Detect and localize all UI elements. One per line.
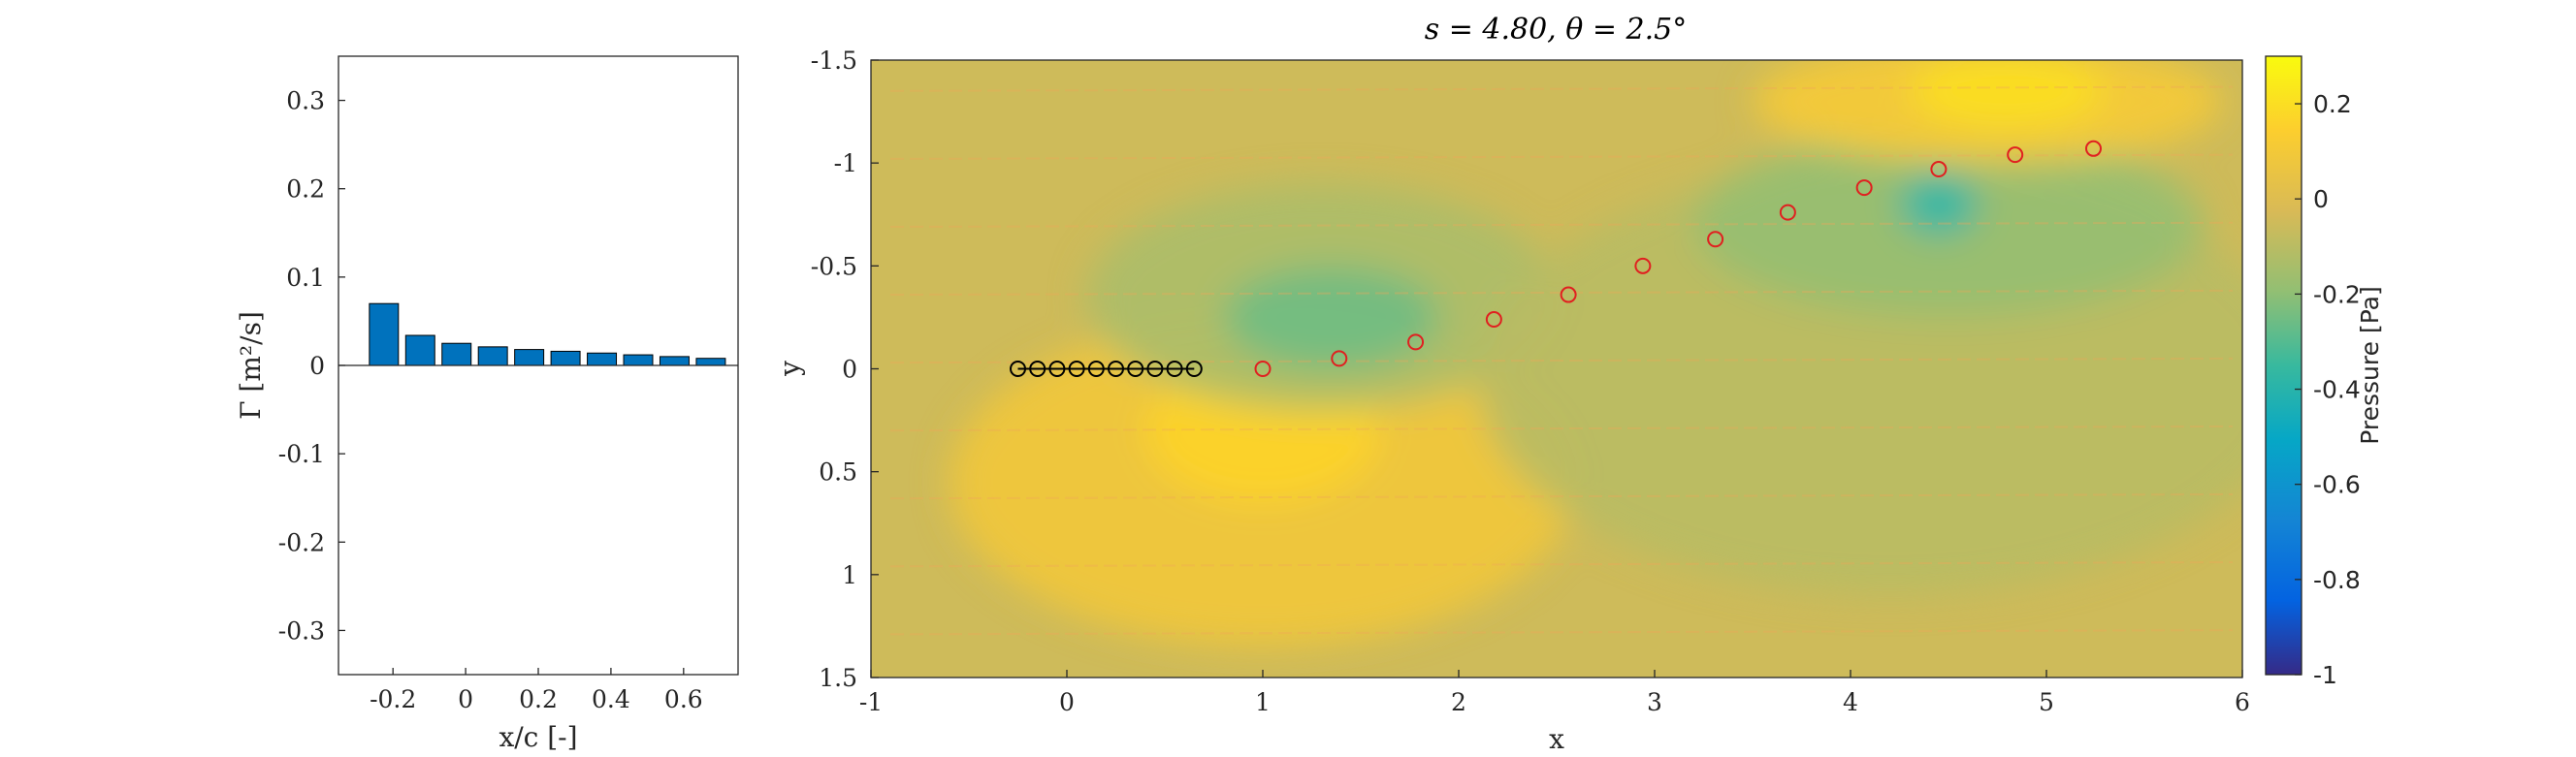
- heatmap-y-tick-label: 1: [842, 561, 857, 589]
- heatmap-x-tick-label: 6: [2235, 688, 2250, 716]
- colorbar-tick-label: 0: [2313, 185, 2329, 213]
- bar-series: [369, 302, 726, 366]
- bar-y-tick-label: -0.1: [278, 440, 325, 468]
- pressure-map: s = 4.80, θ = 2.5° -1 0 1 2 3 4 5 6 -1.5 -1 -0.5 0…: [774, 13, 2250, 755]
- pressure-field-regions: [949, 60, 2242, 647]
- heatmap-y-axis-label: y: [774, 361, 806, 377]
- bar-x-ticks: -0.2 0 0.2 0.4 0.6: [370, 668, 703, 713]
- flow-streak: [889, 493, 2234, 500]
- heatmap-x-tick-label: 1: [1255, 688, 1271, 716]
- bar-y-tick-label: -0.2: [278, 528, 325, 556]
- wake-vortex-marker: [2084, 140, 2102, 157]
- bar: [659, 356, 690, 366]
- wake-vortex-marker: [1707, 231, 1724, 248]
- bar: [550, 350, 581, 366]
- wake-vortex-marker: [1560, 286, 1577, 303]
- flow-streak: [890, 698, 2233, 702]
- bar-y-tick-label: 0: [309, 352, 325, 380]
- colorbar-ticks: 0.2 0 -0.2 -0.4 -0.6 -0.8 -1: [2295, 90, 2361, 689]
- bar: [369, 302, 400, 366]
- heatmap-x-tick-label: 3: [1647, 688, 1662, 716]
- colorbar-gradient: [2265, 55, 2302, 676]
- flow-streak: [889, 561, 2234, 568]
- bar: [695, 358, 726, 366]
- heatmap-y-ticks: -1.5 -1 -0.5 0 0.5 1 1.5: [811, 47, 879, 692]
- colorbar-tick-label: -0.8: [2313, 566, 2361, 594]
- flow-streak: [889, 629, 2234, 636]
- bar-y-axis-label: Γ [m²/s]: [235, 311, 267, 420]
- wake-vortex-marker: [2007, 146, 2024, 164]
- colorbar-label: Pressure [Pa]: [2356, 286, 2384, 444]
- bar: [514, 349, 545, 366]
- bar-x-tick-label: 0.6: [664, 685, 703, 713]
- heatmap-y-tick-label: -0.5: [811, 252, 857, 280]
- flow-streak: [889, 425, 2234, 432]
- heatmap-y-tick-label: 0.5: [819, 458, 857, 487]
- bar-y-ticks: 0.3 0.2 0.1 0 -0.1 -0.2 -0.3: [278, 87, 345, 645]
- bar: [404, 334, 435, 366]
- bar-x-tick-label: 0.4: [592, 685, 630, 713]
- colorbar-tick-label: -1: [2313, 661, 2337, 689]
- vortex-markers: [1010, 140, 2102, 377]
- bar-y-tick-label: 0.1: [286, 264, 325, 292]
- chart-title: s = 4.80, θ = 2.5°: [1425, 13, 1687, 47]
- flow-streak: [889, 153, 2234, 160]
- pressure-region: [1899, 173, 1979, 236]
- wake-vortex-marker: [1485, 311, 1502, 329]
- heatmap-x-tick-label: 2: [1451, 688, 1466, 716]
- colorbar-tick-label: -0.2: [2313, 280, 2361, 308]
- wake-vortex-marker: [1331, 350, 1348, 367]
- bar-x-tick-label: -0.2: [370, 685, 416, 713]
- heatmap-y-tick-label: 0: [842, 356, 857, 384]
- heatmap-x-axis-label: x: [1549, 723, 1564, 755]
- pressure-region: [1223, 266, 1439, 369]
- heatmap-x-tick-label: 0: [1059, 688, 1075, 716]
- bar-y-tick-label: 0.3: [286, 87, 325, 115]
- colorbar: 0.2 0 -0.2 -0.4 -0.6 -0.8 -1 Pressure [Pa]: [2265, 55, 2384, 689]
- wake-vortex-marker: [1254, 361, 1272, 377]
- wake-vortex-marker: [1634, 257, 1652, 274]
- bar-y-tick-label: 0.2: [286, 175, 325, 204]
- heatmap-x-tick-label: -1: [859, 688, 883, 716]
- pressure-region: [1909, 60, 2106, 129]
- bar: [477, 346, 508, 366]
- flow-streak: [889, 85, 2234, 92]
- heatmap-x-tick-label: 4: [1843, 688, 1858, 716]
- wake-vortex-marker: [1930, 161, 1948, 178]
- wake-vortex-marker: [1855, 179, 1873, 197]
- bar: [587, 352, 618, 366]
- bar-x-axis-label: x/c [-]: [499, 721, 577, 753]
- colorbar-tick-label: 0.2: [2313, 90, 2352, 118]
- bar-x-tick-label: 0: [458, 685, 473, 713]
- heatmap-x-ticks: -1 0 1 2 3 4 5 6: [859, 670, 2250, 716]
- wake-vortex-marker: [1779, 204, 1796, 221]
- bar-x-tick-label: 0.2: [519, 685, 558, 713]
- heatmap-y-tick-label: 1.5: [819, 664, 857, 692]
- heatmap-y-tick-label: -1: [834, 149, 857, 177]
- colorbar-tick-label: -0.4: [2313, 376, 2361, 404]
- bar: [623, 354, 654, 366]
- heatmap-y-tick-label: -1.5: [811, 47, 857, 75]
- bar: [441, 342, 472, 366]
- bar-chart: -0.2 0 0.2 0.4 0.6 0.3 0.2 0.1 0 -0.1 -0.2 -0.3 x/…: [235, 55, 739, 753]
- heatmap-x-tick-label: 5: [2039, 688, 2054, 716]
- wake-vortex-marker: [1407, 333, 1425, 351]
- flow-streak: [889, 221, 2234, 228]
- bar-y-tick-label: -0.3: [278, 616, 325, 645]
- colorbar-tick-label: -0.6: [2313, 471, 2361, 499]
